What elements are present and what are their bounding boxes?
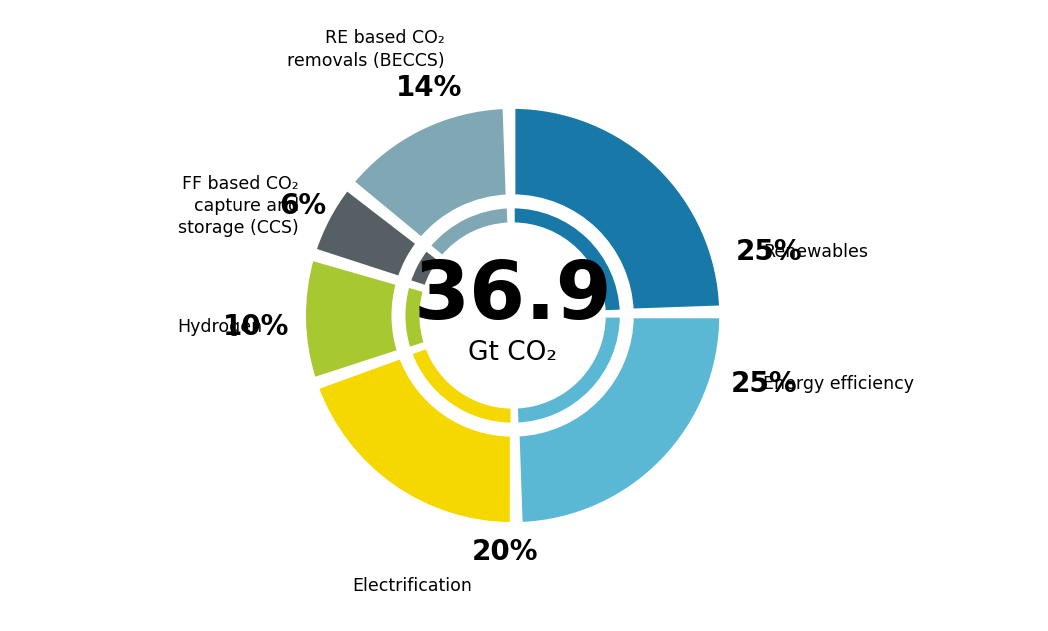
Wedge shape [516,316,621,425]
Wedge shape [512,206,621,312]
Circle shape [403,206,623,425]
Wedge shape [429,206,509,257]
Wedge shape [303,258,400,380]
Wedge shape [403,285,427,350]
Text: Hydrogen: Hydrogen [177,318,262,336]
Text: 36.9: 36.9 [413,258,612,336]
Text: RE based CO₂
removals (BECCS): RE based CO₂ removals (BECCS) [287,30,444,69]
Text: 20%: 20% [472,538,539,566]
Wedge shape [410,346,512,425]
Text: Renewables: Renewables [763,243,868,261]
Circle shape [422,226,603,405]
Text: FF based CO₂
capture and
storage (CCS): FF based CO₂ capture and storage (CCS) [178,175,299,237]
Wedge shape [351,106,508,240]
Wedge shape [512,106,722,311]
Wedge shape [517,316,722,525]
Wedge shape [313,188,419,279]
Wedge shape [429,206,509,257]
Wedge shape [516,316,621,425]
Wedge shape [315,356,512,525]
Wedge shape [512,206,621,312]
Text: 10%: 10% [223,313,289,341]
Text: 25%: 25% [736,238,803,266]
Text: Electrification: Electrification [352,577,473,595]
Text: Energy efficiency: Energy efficiency [763,375,914,392]
Text: 14%: 14% [396,74,462,102]
Text: 25%: 25% [732,370,798,398]
Wedge shape [409,249,440,287]
Wedge shape [403,285,427,350]
Text: Gt CO₂: Gt CO₂ [468,340,558,366]
Wedge shape [410,346,512,425]
Wedge shape [409,249,440,287]
Text: 6%: 6% [279,192,326,220]
